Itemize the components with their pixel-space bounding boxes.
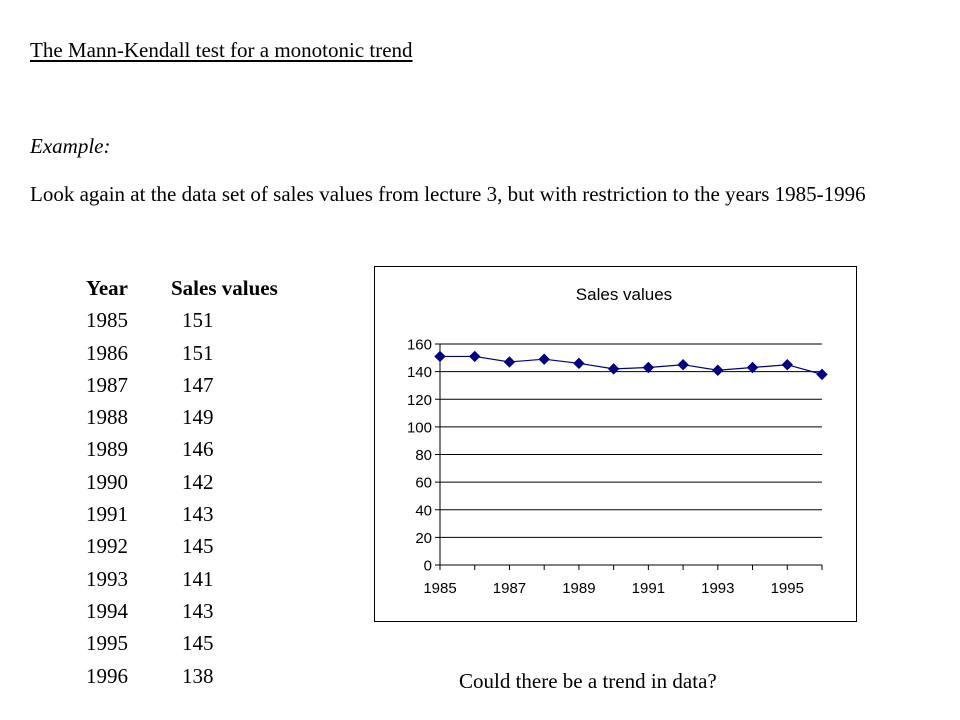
sales-value-cell: 142: [182, 469, 214, 494]
y-tick-label: 120: [407, 392, 432, 409]
question-text: Could there be a trend in data?: [459, 669, 717, 693]
y-tick-label: 100: [407, 419, 432, 436]
table-row: 1989 146: [86, 433, 278, 465]
example-label: Example:: [30, 134, 111, 158]
table-row: 1988 149: [86, 401, 278, 433]
data-point-marker: [746, 361, 759, 374]
y-tick-label: 20: [415, 530, 432, 547]
table-row: 1991 143: [86, 498, 278, 530]
x-tick-label: 1987: [493, 580, 526, 597]
table-row: 1994 143: [86, 595, 278, 627]
data-point-marker: [677, 359, 689, 371]
table-row: 1992 145: [86, 530, 278, 562]
sales-value-cell: 145: [182, 631, 214, 656]
y-tick-label: 80: [415, 447, 432, 464]
year-cell: 1987: [86, 372, 128, 397]
year-cell: 1992: [86, 534, 128, 559]
sales-chart: Sales values 0 20 40 60 80 100 120 140 160 1985 198…: [374, 266, 857, 622]
x-tick-label: 1991: [632, 580, 665, 597]
sales-value-cell: 147: [182, 372, 214, 397]
data-point-marker: [503, 356, 516, 368]
data-point-marker: [816, 368, 828, 381]
y-tick-label: 140: [407, 364, 432, 381]
intro-paragraph: Look again at the data set of sales valu…: [30, 182, 866, 206]
sales-value-cell: 143: [182, 598, 214, 623]
series-line: [440, 355, 823, 375]
year-cell: 1985: [86, 308, 128, 333]
data-point-marker: [538, 353, 550, 365]
year-cell: 1996: [86, 663, 128, 688]
sales-value-cell: 146: [182, 437, 214, 462]
chart-title: Sales values: [576, 285, 672, 304]
data-point-marker: [469, 350, 481, 363]
table-row: 1995 145: [86, 627, 278, 659]
table-row: 1987 147: [86, 369, 278, 401]
sales-value-cell: 141: [182, 566, 214, 591]
data-point-marker: [434, 350, 446, 363]
data-point-marker: [607, 363, 620, 375]
sales-value-cell: 149: [182, 405, 214, 430]
data-point-marker: [642, 361, 655, 374]
table-row: 1986 151: [86, 337, 278, 369]
year-cell: 1995: [86, 631, 128, 656]
sales-value-cell: 151: [182, 308, 214, 333]
x-tick-label: 1985: [423, 580, 456, 597]
year-column-header: Year: [86, 276, 128, 300]
x-tick-label: 1995: [771, 580, 804, 597]
table-row: 1985 151: [86, 304, 278, 336]
slide-title: The Mann-Kendall test for a monotonic tr…: [30, 38, 413, 62]
data-point-marker: [781, 359, 793, 371]
table-row: 1996 138: [86, 660, 278, 692]
sales-value-cell: 143: [182, 502, 214, 527]
year-cell: 1988: [86, 405, 128, 430]
year-cell: 1990: [86, 469, 128, 494]
x-tick-label: 1989: [562, 580, 595, 597]
sales-value-cell: 138: [182, 663, 214, 688]
y-tick-label: 0: [424, 558, 432, 575]
table-header-row: Year Sales values: [86, 272, 278, 304]
year-cell: 1994: [86, 598, 128, 623]
sales-value-cell: 145: [182, 534, 214, 559]
year-cell: 1989: [86, 437, 128, 462]
table-row: 1993 141: [86, 563, 278, 595]
year-cell: 1991: [86, 502, 128, 527]
x-tick-label: 1993: [701, 580, 734, 597]
y-tick-label: 60: [415, 475, 432, 492]
data-point-marker: [712, 364, 724, 376]
sales-column-header: Sales values: [171, 276, 278, 300]
table-row: 1990 142: [86, 466, 278, 498]
sales-table: Year Sales values 1985 151 1986 151 1987 147 19…: [86, 272, 278, 692]
y-tick-label: 40: [415, 502, 432, 519]
sales-value-cell: 151: [182, 340, 214, 365]
y-tick-label: 160: [407, 337, 432, 354]
data-point-marker: [573, 357, 585, 370]
sales-chart-svg: Sales values 0 20 40 60 80 100 120 140 160 1985 198…: [407, 285, 828, 597]
year-cell: 1986: [86, 340, 128, 365]
year-cell: 1993: [86, 566, 128, 591]
